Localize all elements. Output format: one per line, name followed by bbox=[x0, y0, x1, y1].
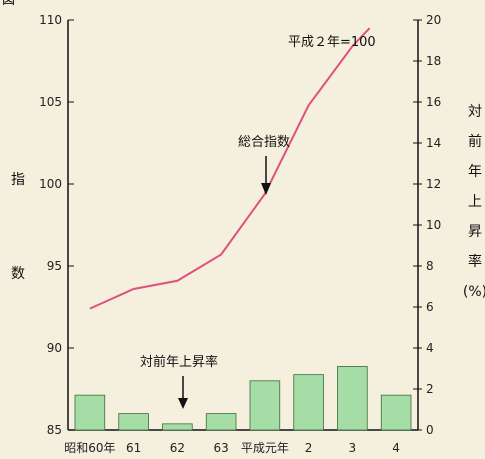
bar-annotation: 対前年上昇率 bbox=[140, 354, 218, 370]
right-axis-title-char: 昇 bbox=[468, 224, 482, 240]
right-tick-label: 0 bbox=[426, 423, 434, 437]
left-axis-title-char: 数 bbox=[11, 266, 25, 282]
figure-header: 図 bbox=[2, 0, 15, 8]
left-tick-label: 110 bbox=[39, 13, 62, 27]
x-tick-label: 62 bbox=[170, 441, 185, 455]
right-tick-label: 12 bbox=[426, 177, 441, 191]
right-tick-label: 2 bbox=[426, 382, 434, 396]
right-tick-label: 14 bbox=[426, 136, 441, 150]
line-series bbox=[89, 27, 371, 310]
bar-annotation-arrow bbox=[178, 376, 188, 409]
base-note: 平成２年=100 bbox=[288, 35, 376, 50]
bar bbox=[337, 366, 368, 431]
line-annotation: 総合指数 bbox=[238, 135, 290, 150]
bar bbox=[380, 394, 412, 431]
right-tick-label: 4 bbox=[426, 341, 434, 355]
line-annotation-arrow bbox=[261, 156, 271, 195]
right-axis-title-char: (%) bbox=[463, 284, 485, 300]
right-axis-title-char: 対 bbox=[468, 104, 482, 120]
left-tick-label: 95 bbox=[47, 259, 62, 273]
right-axis-title-char: 年 bbox=[468, 164, 482, 180]
x-tick-label: 3 bbox=[349, 441, 357, 455]
right-tick-label: 18 bbox=[426, 54, 441, 68]
bar bbox=[205, 413, 237, 431]
x-tick-label: 61 bbox=[126, 441, 141, 455]
x-tick-label: 平成元年 bbox=[241, 441, 289, 455]
right-axis-title-char: 上 bbox=[468, 194, 482, 210]
right-axis-title-char: 前 bbox=[468, 133, 482, 150]
right-tick-label: 20 bbox=[426, 13, 441, 27]
x-axis-labels: 昭和60年 61 62 63 平成元年 2 3 4 bbox=[64, 441, 400, 455]
left-tick-label: 105 bbox=[39, 95, 62, 109]
left-tick-label: 90 bbox=[47, 341, 62, 355]
right-axis-title-char: 率 bbox=[468, 253, 482, 270]
right-axis-title: 対前年上昇率 (%) bbox=[463, 104, 485, 300]
bar bbox=[293, 374, 324, 431]
x-tick-label: 4 bbox=[392, 441, 400, 455]
bar bbox=[74, 394, 106, 431]
left-tick-label: 100 bbox=[39, 177, 62, 191]
bar bbox=[162, 423, 193, 431]
left-tick-label: 85 bbox=[47, 423, 62, 437]
right-tick-label: 16 bbox=[426, 95, 441, 109]
right-axis: 0 2 4 6 8 10 12 14 16 18 20 bbox=[413, 13, 441, 437]
x-tick-label: 昭和60年 bbox=[64, 441, 115, 455]
line-path bbox=[89, 27, 371, 310]
right-tick-label: 10 bbox=[426, 218, 441, 232]
right-tick-label: 8 bbox=[426, 259, 434, 273]
right-tick-label: 6 bbox=[426, 300, 434, 314]
bar bbox=[249, 380, 281, 431]
left-axis-title-char: 指 bbox=[11, 172, 25, 188]
x-tick-label: 2 bbox=[305, 441, 313, 455]
bar bbox=[118, 413, 149, 431]
x-tick-label: 63 bbox=[213, 441, 228, 455]
left-axis-title: 指数 bbox=[11, 172, 25, 282]
bar-series bbox=[74, 366, 412, 431]
